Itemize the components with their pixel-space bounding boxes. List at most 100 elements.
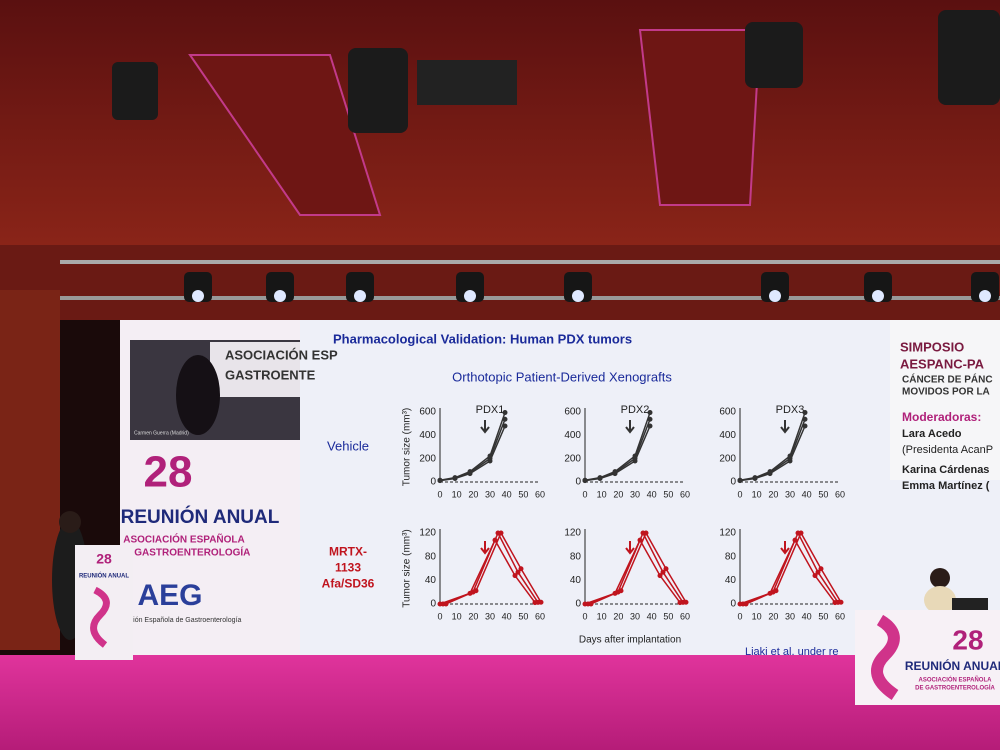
program-heading: AESPANC-PA — [900, 356, 985, 371]
banner-event: REUNIÓN ANUAL — [79, 572, 129, 580]
curve-point — [487, 453, 493, 459]
video-caption: Carmen Guerra (Madrid) — [134, 430, 189, 436]
video-backdrop-text: ASOCIACIÓN ESP — [225, 347, 338, 362]
y-tick-label: 400 — [419, 430, 436, 441]
y-tick-label: 600 — [564, 407, 581, 418]
curve-point — [787, 453, 793, 459]
y-tick-label: 0 — [575, 477, 581, 488]
y-tick-label: 400 — [719, 430, 736, 441]
curve-point — [818, 566, 824, 572]
y-tick-label: 120 — [419, 528, 436, 539]
x-tick-label: 0 — [582, 611, 587, 621]
curve-point — [767, 469, 773, 475]
moderator-name: (Presidenta AcanP — [902, 444, 993, 456]
y-tick-label: 80 — [570, 551, 582, 562]
stage-light — [184, 272, 212, 302]
x-tick-label: 40 — [802, 489, 812, 499]
curve-point — [657, 573, 663, 579]
x-tick-label: 30 — [485, 611, 495, 621]
x-tick-label: 0 — [437, 611, 442, 621]
curve-point — [802, 423, 808, 429]
logo-caption: Asociación Española de Gastroenterología — [109, 617, 242, 624]
curve-point — [647, 410, 653, 416]
association: DE GASTROENTEROLOGÍA — [118, 546, 251, 559]
banner-number: 28 — [96, 551, 112, 567]
x-tick-label: 20 — [768, 489, 778, 499]
logo: AEG — [137, 579, 202, 612]
curve-point — [597, 475, 603, 481]
y-tick-label: 200 — [564, 453, 581, 464]
curve-point — [737, 477, 743, 483]
y-tick-label: 0 — [430, 477, 436, 488]
curve-point — [647, 423, 653, 429]
curve-point — [663, 566, 669, 572]
x-tick-label: 0 — [737, 489, 742, 499]
stage-light — [761, 272, 789, 302]
banner-association: ASOCIACIÓN ESPAÑOLA — [919, 676, 993, 684]
x-tick-label: 10 — [752, 489, 762, 499]
x-tick-label: 10 — [452, 489, 462, 499]
y-tick-label: 400 — [564, 430, 581, 441]
program-heading: SIMPOSIO — [900, 339, 964, 354]
y-tick-label: 200 — [419, 453, 436, 464]
y-tick-label: 40 — [425, 575, 437, 586]
video-backdrop-text: GASTROENTE — [225, 367, 316, 382]
stage-light-lens — [572, 290, 584, 302]
x-tick-label: 0 — [437, 489, 442, 499]
banner-number: 28 — [952, 624, 983, 655]
y-tick-label: 120 — [564, 528, 581, 539]
stage-light — [266, 272, 294, 302]
curve-point — [632, 453, 638, 459]
speaker-figure — [176, 355, 220, 435]
x-tick-label: 20 — [613, 489, 623, 499]
banner-graphic — [90, 586, 110, 648]
panel-title: PDX2 — [621, 404, 650, 416]
x-tick-label: 10 — [597, 611, 607, 621]
x-tick-label: 40 — [502, 489, 512, 499]
x-tick-label: 10 — [597, 489, 607, 499]
x-tick-label: 30 — [785, 611, 795, 621]
moderator-name: Lara Acedo — [902, 428, 962, 440]
citation: Liaki et al. under re — [745, 646, 839, 658]
row-label: Afa/SD36 — [322, 577, 375, 591]
banner-association: DE GASTROENTEROLOGÍA — [915, 684, 995, 692]
stage-light-lens — [274, 290, 286, 302]
association: ASOCIACIÓN ESPAÑOLA — [123, 533, 245, 546]
curve-point — [582, 477, 588, 483]
moderators-label: Moderadoras: — [902, 410, 981, 424]
x-tick-label: 10 — [752, 611, 762, 621]
curve-point — [802, 410, 808, 416]
x-tick-label: 40 — [647, 489, 657, 499]
y-tick-label: 600 — [419, 407, 436, 418]
program-topic: MOVIDOS POR LA — [902, 387, 990, 398]
stage-light-lens — [354, 290, 366, 302]
y-tick-label: 120 — [719, 528, 736, 539]
row-label: MRTX- — [329, 545, 367, 559]
curve-point — [612, 469, 618, 475]
panel-title: PDX1 — [476, 404, 505, 416]
panel-title: PDX3 — [776, 404, 805, 416]
stage-light — [864, 272, 892, 302]
treatment-arrow — [625, 541, 635, 555]
x-tick-label: 20 — [613, 611, 623, 621]
x-tick-label: 30 — [485, 489, 495, 499]
y-tick-label: 40 — [725, 575, 737, 586]
curve-point — [473, 588, 479, 594]
banner-graphic — [871, 614, 900, 700]
presenter-head — [59, 511, 81, 533]
moderator-name: Emma Martínez ( — [902, 480, 990, 492]
x-tick-label: 20 — [468, 611, 478, 621]
x-tick-label: 50 — [818, 489, 828, 499]
stage-light-lens — [979, 290, 991, 302]
x-tick-label: 10 — [452, 611, 462, 621]
x-tick-label: 20 — [768, 611, 778, 621]
curve-point — [443, 601, 449, 607]
x-tick-label: 30 — [785, 489, 795, 499]
curve-point — [498, 530, 504, 536]
curve-point — [618, 588, 624, 594]
x-tick-label: 50 — [663, 611, 673, 621]
curve-point — [812, 573, 818, 579]
